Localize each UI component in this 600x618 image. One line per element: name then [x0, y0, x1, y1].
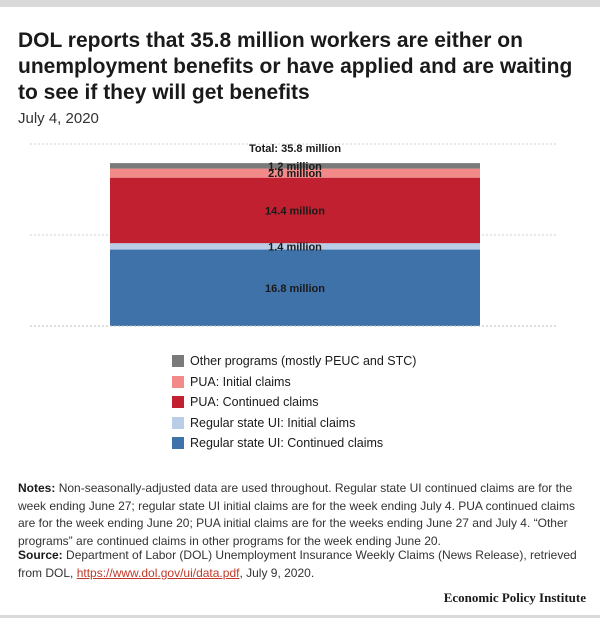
legend-item: Regular state UI: Continued claims [172, 433, 416, 454]
bar-segment-1 [110, 243, 480, 250]
chart-legend: Other programs (mostly PEUC and STC) PUA:… [172, 351, 416, 454]
source: Source: Department of Labor (DOL) Unempl… [18, 547, 586, 582]
source-label: Source: [18, 548, 63, 562]
source-link[interactable]: https://www.dol.gov/ui/data.pdf [76, 565, 240, 580]
source-text-end: , July 9, 2020. [239, 565, 315, 580]
legend-swatch [172, 396, 184, 409]
legend-label: PUA: Continued claims [190, 395, 319, 410]
legend-item: Other programs (mostly PEUC and STC) [172, 351, 416, 372]
legend-label: PUA: Initial claims [190, 374, 291, 389]
chart-title: DOL reports that 35.8 million workers ar… [18, 29, 573, 104]
legend-item: PUA: Initial claims [172, 372, 416, 393]
data-label-1: 1.4 million [268, 241, 322, 253]
notes-text: Non-seasonally-adjusted data are used th… [18, 481, 575, 548]
legend-item: Regular state UI: Initial claims [172, 413, 416, 434]
legend-item: PUA: Continued claims [172, 392, 416, 413]
legend-label: Other programs (mostly PEUC and STC) [190, 354, 417, 369]
top-border [0, 0, 600, 7]
data-label-2: 14.4 million [265, 205, 325, 217]
bottom-border [0, 615, 600, 618]
bar-segment-0 [110, 249, 480, 326]
legend-swatch [172, 355, 184, 368]
source-text: Department of Labor (DOL) Unemployment I… [18, 548, 577, 580]
bar-segment-2 [110, 177, 480, 244]
legend-swatch [172, 437, 184, 450]
legend-swatch [172, 375, 184, 388]
bar-segment-4 [110, 163, 480, 169]
bar-segment-3 [110, 168, 480, 178]
total-label: Total: 35.8 million [249, 143, 341, 155]
legend-swatch [172, 416, 184, 429]
notes: Notes: Non-seasonally-adjusted data are … [18, 480, 586, 550]
data-label-3: 2.0 million [268, 168, 322, 180]
epi-logo: Economic Policy Institute [443, 590, 586, 605]
data-label-4: 1.2 million [268, 161, 322, 173]
legend-label: Regular state UI: Continued claims [190, 436, 384, 451]
stacked-bar-chart: 16.8 million 1.4 million 14.4 million 2.0 m… [30, 143, 558, 327]
data-label-0: 16.8 million [265, 283, 325, 295]
chart-date: July 4, 2020 [18, 110, 99, 127]
legend-label: Regular state UI: Initial claims [190, 415, 356, 430]
notes-label: Notes: [18, 481, 56, 495]
